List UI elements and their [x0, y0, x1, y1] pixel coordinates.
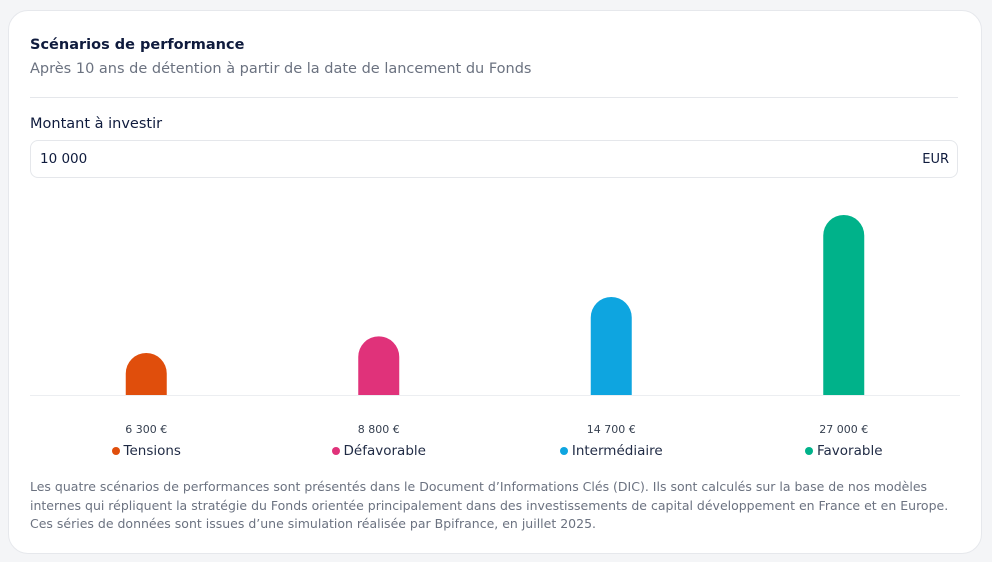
- legend-label: Intermédiaire: [571, 443, 663, 459]
- legend-dot-icon: [111, 447, 120, 455]
- amount-field[interactable]: EUR: [30, 140, 958, 178]
- legend-dot-icon: [805, 447, 813, 455]
- legend-item-defavorable[interactable]: Défavorable: [331, 443, 426, 459]
- chart-legend: Tensions Défavorable Intermédiaire Favorabl…: [30, 443, 960, 463]
- legend-dot-icon: [559, 447, 568, 455]
- bar-value-label: 27 000 €: [819, 423, 868, 436]
- bar-favorable[interactable]: [823, 215, 865, 395]
- bar-value-label: 6 300 €: [125, 423, 167, 436]
- bar-value-label: 8 800 €: [358, 423, 400, 436]
- disclaimer-text: Les quatre scénarios de performances son…: [30, 479, 949, 531]
- amount-input[interactable]: [40, 151, 440, 167]
- legend-label: Défavorable: [343, 443, 426, 459]
- bar-intermediaire[interactable]: [590, 297, 632, 395]
- legend-dot-icon: [331, 447, 340, 455]
- performance-card: Scénarios de performance Après 10 ans de…: [8, 10, 982, 554]
- legend-item-favorable[interactable]: Favorable: [805, 443, 883, 459]
- amount-label: Montant à investir: [30, 116, 163, 132]
- legend-label: Favorable: [817, 443, 883, 459]
- legend-item-tensions[interactable]: Tensions: [111, 443, 181, 459]
- card-title: Scénarios de performance: [30, 37, 245, 53]
- bar-value-label: 14 700 €: [587, 423, 636, 436]
- scenario-bar-chart: 6 300 € 8 800 € 14 700 € 27 000 €: [30, 215, 960, 436]
- card-subtitle: Après 10 ans de détention à partir de la…: [30, 61, 532, 77]
- currency-label: EUR: [922, 151, 949, 167]
- legend-item-intermediaire[interactable]: Intermédiaire: [559, 443, 663, 459]
- legend-label: Tensions: [123, 443, 181, 459]
- bar-tensions[interactable]: [125, 353, 167, 395]
- divider: [30, 97, 958, 98]
- bar-defavorable[interactable]: [358, 336, 400, 395]
